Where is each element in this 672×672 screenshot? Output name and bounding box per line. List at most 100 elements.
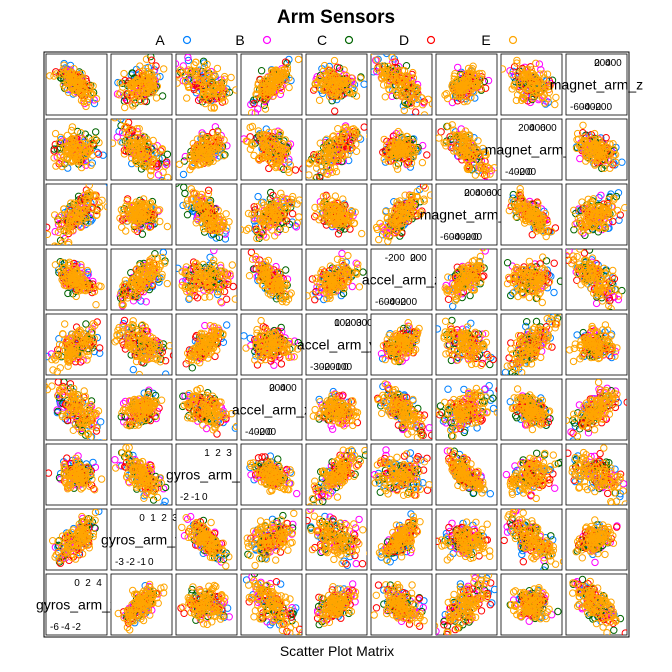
point [183,287,191,296]
point [116,89,125,97]
point [573,136,581,144]
panel-r0-c2 [175,53,238,116]
point [443,94,452,103]
point [341,79,349,88]
point [89,82,97,90]
point [145,272,153,280]
point [339,137,347,145]
point [152,94,161,102]
point [163,158,171,166]
points [306,122,367,180]
point [147,171,155,180]
point [158,273,166,281]
point [64,289,72,298]
point [475,69,484,78]
point [336,203,344,211]
panel-r1-c6 [435,118,498,181]
chart-title: Arm Sensors [277,7,395,28]
point [131,225,139,234]
point [472,145,481,153]
point [611,151,620,159]
point [316,172,324,180]
point [63,131,72,140]
point [241,225,245,234]
panel-r2-c5 [370,183,433,246]
point [478,161,486,169]
point [331,192,340,200]
point [221,75,229,83]
point [120,124,129,132]
point [198,134,206,142]
point [402,145,410,154]
point [210,104,218,112]
point [146,214,154,222]
point [454,63,462,72]
point [137,97,145,106]
point [326,89,334,97]
point [457,85,465,93]
point [116,214,124,223]
point [606,164,614,172]
point [464,64,473,73]
point [158,146,166,154]
point [459,139,468,148]
point [188,207,197,215]
point [392,229,400,237]
point [203,92,212,100]
point [181,71,189,80]
point [407,75,415,83]
point [530,92,538,100]
point [212,226,220,234]
point [271,232,279,240]
point [201,276,210,285]
point [81,286,90,295]
point [482,171,491,179]
point [60,61,68,69]
point [345,88,354,97]
point [381,70,390,78]
point [609,140,617,148]
point [274,74,282,82]
point [539,93,547,101]
point [83,98,92,106]
point [117,206,126,214]
point [412,108,420,115]
point [483,163,491,171]
point [70,86,79,95]
point [461,70,470,78]
point [163,222,172,231]
point [260,96,268,104]
point [394,219,402,227]
point [276,156,285,165]
point [176,79,181,87]
point [403,132,412,141]
point [68,123,77,131]
point [331,136,339,144]
point [295,196,302,204]
point [122,227,130,235]
point [124,291,132,299]
point [117,138,125,146]
point [83,266,92,275]
point [322,169,330,178]
point [232,86,237,94]
point [450,147,458,155]
point [217,298,225,306]
point [263,88,271,96]
point [284,140,292,149]
point [403,160,412,168]
point [600,224,609,233]
point [618,158,626,166]
point [459,134,467,142]
point [379,224,387,232]
point [536,70,544,78]
point [587,222,595,230]
point [420,111,429,115]
point [508,197,516,205]
point [216,288,225,296]
legend-label: E [481,32,490,48]
point [570,226,578,234]
panel-r3-c0 [45,248,108,311]
